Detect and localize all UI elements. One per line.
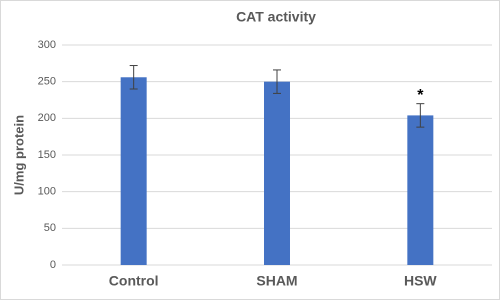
bar (120, 77, 147, 266)
y-tick-label: 300 (38, 39, 56, 51)
y-tick-label: 150 (38, 149, 56, 161)
error-bar (129, 65, 138, 90)
error-bar (273, 69, 281, 94)
error-bar (416, 103, 425, 128)
bar (407, 115, 434, 266)
y-axis-label: U/mg protein (11, 115, 26, 195)
x-tick-label: Control (109, 273, 159, 289)
y-tick-label: 100 (38, 186, 56, 198)
chart-title: CAT activity (236, 9, 316, 25)
significance-marker: * (417, 87, 424, 104)
y-tick-label: 250 (38, 76, 56, 88)
x-tick-label: HSW (404, 273, 437, 289)
y-tick-label: 200 (38, 112, 56, 124)
y-tick-label: 0 (50, 259, 56, 271)
bar (264, 81, 290, 266)
x-tick-label: SHAM (256, 273, 297, 289)
y-tick-label: 50 (44, 222, 56, 234)
